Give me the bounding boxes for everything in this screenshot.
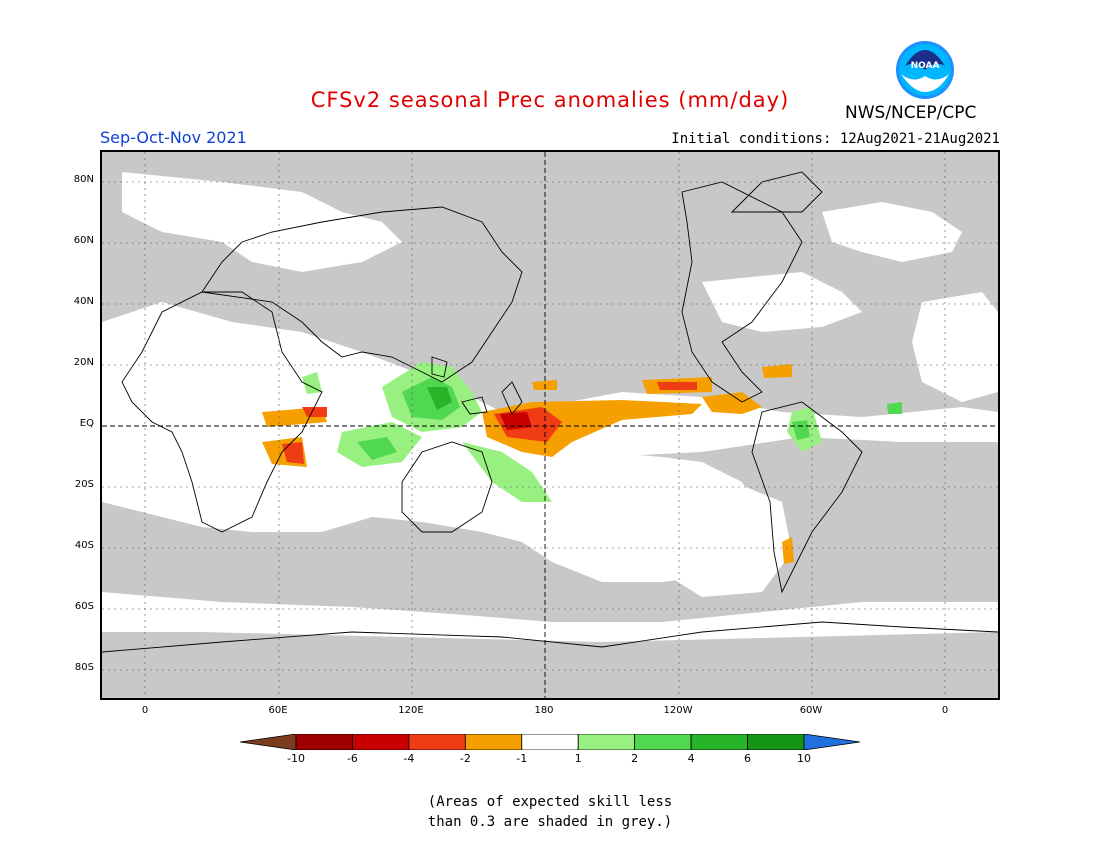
colorbar-label: -10 (287, 752, 305, 765)
lon-label: 60E (268, 705, 288, 716)
lon-label: 120W (663, 705, 693, 716)
svg-text:NOAA: NOAA (911, 61, 940, 71)
lon-label: 120E (398, 705, 424, 716)
season-label: Sep-Oct-Nov 2021 (100, 128, 247, 147)
lon-label: 180 (534, 705, 554, 716)
lat-label: EQ (79, 418, 94, 429)
noaa-logo-icon: NOAA (896, 41, 954, 99)
equator-dateline (102, 152, 998, 698)
colorbar-label: -2 (459, 752, 471, 765)
colorbar-box (577, 734, 636, 750)
precip-anomaly-map (102, 152, 998, 698)
lat-label: 80N (73, 174, 94, 185)
lat-label: 60S (74, 601, 94, 612)
skill-note-line: (Areas of expected skill less (427, 794, 673, 810)
colorbar-label: 2 (631, 752, 639, 765)
colorbar-right-arrow (803, 734, 860, 750)
skill-note-line: than 0.3 are shaded in grey.) (427, 814, 673, 830)
lat-label: 40S (74, 540, 94, 551)
lat-label: 80S (74, 662, 94, 673)
colorbar-label: 10 (797, 752, 811, 765)
colorbar-label: -1 (516, 752, 528, 765)
coastlines (102, 171, 998, 653)
colorbar-box (464, 734, 523, 750)
white-patches (102, 172, 998, 642)
lon-label: 0 (941, 705, 949, 716)
colorbar (240, 734, 860, 750)
map-panel (100, 150, 1000, 700)
grid-lines (102, 152, 998, 698)
colorbar-label: -6 (346, 752, 358, 765)
lon-label: 0 (141, 705, 149, 716)
lon-label: 60W (799, 705, 823, 716)
map-title: CFSv2 seasonal Prec anomalies (mm/day) (310, 88, 790, 112)
lat-label: 20N (73, 357, 94, 368)
colorbar-box (747, 734, 805, 750)
lat-label: 20S (74, 479, 94, 490)
lat-label: 60N (73, 235, 94, 246)
colorbar-box (690, 734, 748, 750)
colorbar-label: 1 (574, 752, 582, 765)
colorbar-box (352, 734, 410, 750)
colorbar-label: 4 (687, 752, 695, 765)
colorbar-label: 6 (744, 752, 752, 765)
lat-label: 40N (73, 296, 94, 307)
colorbar-left-arrow (240, 734, 297, 750)
colorbar-box (521, 734, 579, 750)
skill-note: (Areas of expected skill less than 0.3 a… (0, 792, 1100, 832)
colorbar-box (634, 734, 692, 750)
colorbar-box (295, 734, 353, 750)
negative-anomaly-areas (262, 364, 794, 564)
initial-conditions: Initial conditions: 12Aug2021-21Aug2021 (671, 131, 1000, 147)
agency-label: NWS/NCEP/CPC (845, 103, 977, 123)
colorbar-label: -4 (403, 752, 415, 765)
colorbar-box (408, 734, 466, 750)
